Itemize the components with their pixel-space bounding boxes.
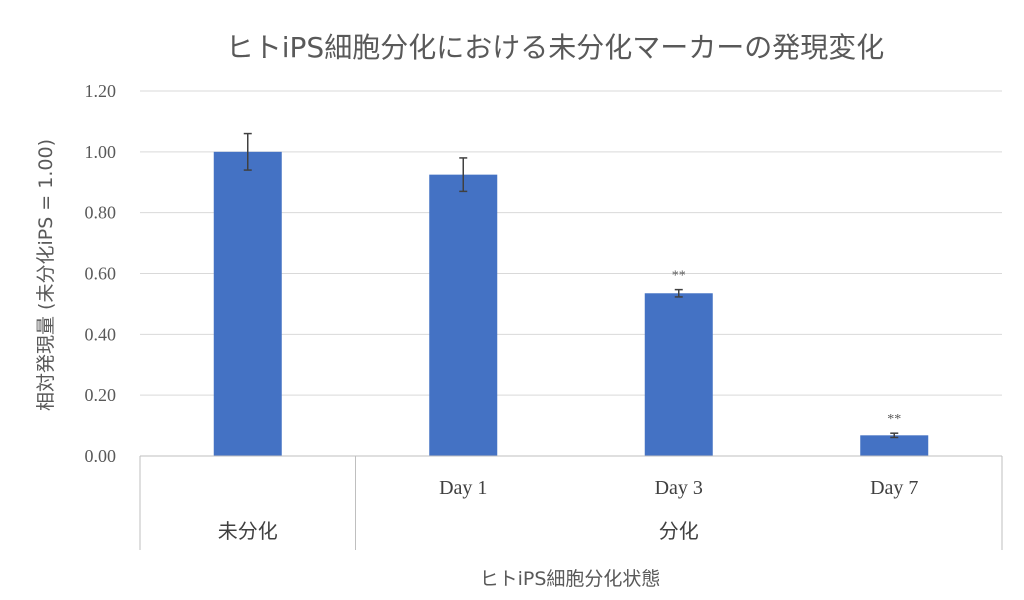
significance-label: ** (672, 269, 686, 284)
y-tick-label: 0.20 (85, 385, 117, 405)
significance-label: ** (887, 412, 901, 427)
bars (213, 151, 929, 457)
y-axis-label: 相対発現量 (未分化iPS = 1.00) (35, 139, 57, 411)
x-tick-label: Day 3 (655, 477, 703, 499)
bar (644, 293, 713, 456)
gridlines (140, 90, 1002, 396)
y-tick-labels: 0.00 0.20 0.40 0.60 0.80 1.00 1.20 (85, 81, 117, 466)
y-tick-label: 0.80 (85, 203, 117, 223)
bar (860, 435, 929, 456)
x-group-label: 未分化 (218, 519, 278, 543)
x-axis-label: ヒトiPS細胞分化状態 (480, 568, 661, 590)
significance-labels: ** ** (672, 269, 902, 428)
y-tick-label: 1.20 (85, 81, 117, 101)
y-tick-label: 1.00 (85, 142, 117, 162)
x-tick-label: Day 7 (870, 477, 918, 499)
x-tick-label: Day 1 (439, 477, 487, 499)
bar (213, 151, 282, 457)
y-tick-label: 0.40 (85, 324, 117, 344)
x-group-label: 分化 (659, 519, 699, 543)
chart-title: ヒトiPS細胞分化における未分化マーカーの発現変化 (226, 31, 884, 64)
error-bar (674, 288, 683, 298)
error-bars (243, 132, 899, 439)
error-bar (890, 432, 899, 439)
y-tick-label: 0.60 (85, 264, 117, 284)
y-tick-label: 0.00 (85, 446, 117, 466)
error-bar (243, 132, 252, 171)
error-bar (459, 157, 468, 193)
bar (429, 174, 498, 457)
x-axis: Day 1 Day 3 Day 7 未分化 分化 (139, 455, 1003, 550)
